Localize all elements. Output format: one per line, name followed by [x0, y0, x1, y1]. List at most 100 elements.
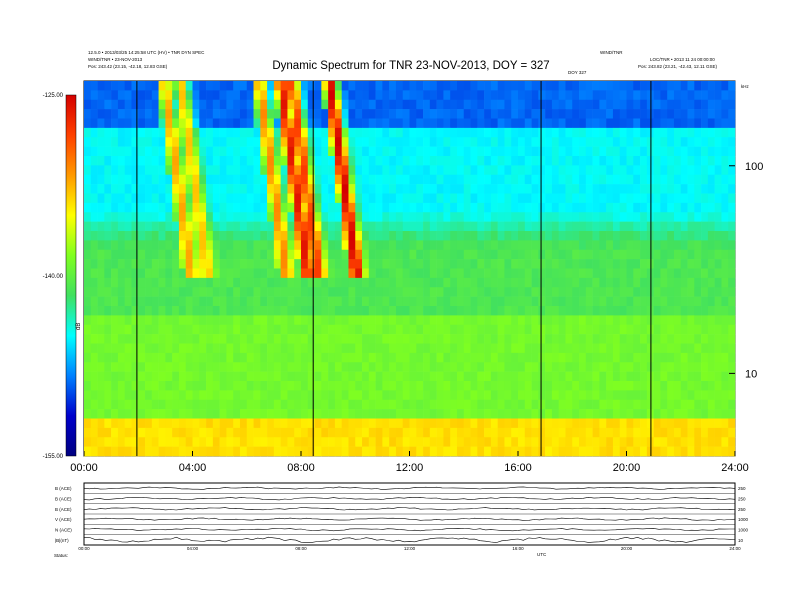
spectrogram-cell — [151, 193, 159, 204]
spectrogram-cell — [260, 287, 268, 297]
spectrogram-cell — [158, 259, 166, 269]
spectrogram-cell — [606, 399, 614, 410]
spectrogram-cell — [199, 277, 207, 288]
spectrogram-cell — [117, 315, 125, 326]
spectrogram-cell — [511, 146, 519, 157]
spectrogram-cell — [287, 446, 295, 457]
spectrogram-cell — [545, 137, 553, 147]
spectrogram-cell — [165, 259, 173, 269]
spectrogram-cell — [694, 137, 702, 147]
spectrogram-cell — [267, 399, 275, 410]
spectrogram-cell — [545, 193, 553, 204]
spectrogram-cell — [633, 390, 641, 401]
spectrogram-cell — [104, 296, 112, 307]
spectrogram-cell — [538, 81, 546, 91]
spectrogram-cell — [260, 184, 268, 194]
spectrogram-cell — [192, 109, 200, 119]
spectrogram-cell — [660, 381, 668, 391]
spectrogram-cell — [267, 165, 275, 176]
spectrogram-cell — [687, 268, 695, 279]
spectrogram-cell — [233, 334, 241, 344]
spectrogram-cell — [301, 174, 309, 185]
spectrogram-cell — [389, 334, 397, 344]
spectrogram-cell — [497, 287, 505, 297]
spectrogram-cell — [524, 306, 532, 316]
spectrogram-cell — [701, 174, 709, 185]
spectrogram-cell — [124, 202, 132, 213]
spectrogram-cell — [280, 306, 288, 316]
spectrogram-cell — [585, 437, 593, 447]
spectrogram-cell — [402, 118, 410, 129]
spectrogram-cell — [409, 418, 417, 429]
spectrogram-cell — [151, 324, 159, 335]
spectrogram-cell — [321, 90, 329, 101]
spectrogram-cell — [728, 437, 736, 447]
spectrogram-cell — [239, 146, 248, 157]
spectrogram-cell — [362, 109, 370, 119]
spectrogram-cell — [728, 362, 736, 372]
spectrogram-cell — [219, 390, 227, 401]
spectrogram-cell — [368, 427, 376, 438]
spectrogram-cell — [124, 277, 132, 288]
spectrogram-cell — [172, 306, 180, 316]
spectrogram-cell — [395, 287, 404, 297]
spectrogram-cell — [450, 81, 458, 91]
spectrogram-cell — [707, 409, 715, 419]
spectrogram-cell — [273, 334, 281, 344]
spectrogram-cell — [463, 109, 471, 119]
spectrogram-cell — [633, 231, 641, 241]
spectrogram-cell — [511, 156, 519, 166]
spectrogram-cell — [334, 221, 342, 232]
spectrogram-cell — [450, 165, 458, 176]
spectrogram-cell — [287, 427, 295, 438]
spectrogram-cell — [321, 371, 329, 382]
spectrogram-cell — [477, 240, 485, 251]
spectrogram-cell — [463, 231, 471, 241]
spectrogram-cell — [199, 90, 207, 101]
spectrogram-cell — [355, 381, 363, 391]
spectrogram-cell — [673, 81, 682, 91]
spectrogram-cell — [619, 249, 627, 260]
spectrogram-cell — [429, 221, 437, 232]
spectrogram-cell — [518, 146, 526, 157]
spectrogram-cell — [219, 221, 227, 232]
spectrogram-cell — [585, 306, 593, 316]
spectrogram-cell — [646, 99, 654, 110]
spectrogram-cell — [111, 259, 119, 269]
spectrogram-cell — [368, 306, 376, 316]
spectrogram-cell — [280, 109, 288, 119]
spectrogram-cell — [212, 184, 220, 194]
spectrogram-cell — [355, 127, 363, 138]
spectrogram-cell — [707, 202, 715, 213]
spectrogram-cell — [395, 381, 404, 391]
spectrogram-cell — [158, 156, 166, 166]
spectrogram-cell — [687, 240, 695, 251]
spectrogram-cell — [226, 427, 234, 438]
spectrogram-cell — [90, 212, 98, 222]
spectrogram-cell — [178, 277, 187, 288]
spectrogram-cell — [355, 277, 363, 288]
spectrogram-cell — [701, 259, 709, 269]
spectrogram-cell — [287, 296, 295, 307]
spectrogram-cell — [199, 249, 207, 260]
spectrogram-cell — [368, 137, 376, 147]
spectrogram-cell — [470, 446, 478, 457]
spectrogram-cell — [287, 249, 295, 260]
spectrogram-cell — [558, 306, 566, 316]
panel-label: V (ACE) — [55, 517, 72, 522]
spectrogram-cell — [633, 240, 641, 251]
spectrogram-cell — [280, 362, 288, 372]
spectrogram-cell — [721, 324, 729, 335]
spectrogram-cell — [233, 137, 241, 147]
spectrogram-cell — [117, 193, 125, 204]
spectrogram-cell — [328, 324, 336, 335]
spectrogram-cell — [97, 212, 105, 222]
spectrogram-cell — [253, 268, 261, 279]
spectrogram-cell — [504, 306, 512, 316]
spectrogram-cell — [416, 371, 424, 382]
spectrogram-cell — [226, 109, 234, 119]
spectrogram-cell — [443, 343, 451, 354]
spectrogram-cell — [84, 315, 92, 326]
spectrogram-cell — [409, 90, 417, 101]
spectrogram-cell — [429, 146, 437, 157]
